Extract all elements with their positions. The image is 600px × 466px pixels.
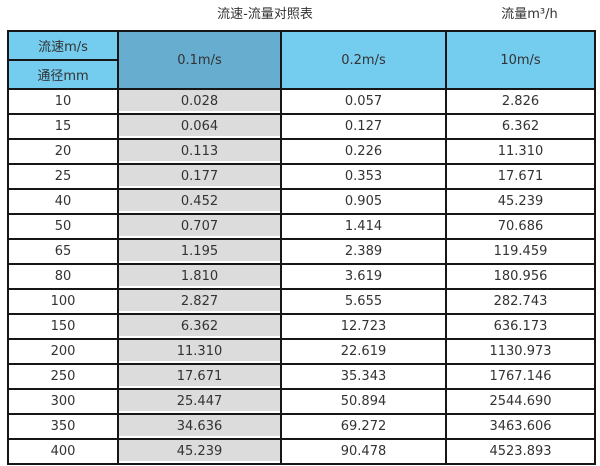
flow-value-cell: 11.310: [117, 338, 282, 365]
flow-value-cell: 119.459: [445, 238, 596, 265]
column-header-0-2ms: 0.2m/s: [280, 30, 447, 90]
diameter-cell: 40: [7, 188, 119, 215]
flow-value-cell: 11.310: [445, 138, 596, 165]
table-row: 10 0.028 0.057 2.826: [7, 88, 596, 115]
diameter-cell: 10: [7, 88, 119, 115]
table-row: 80 1.810 3.619 180.956: [7, 263, 596, 290]
flow-value-cell: 45.239: [445, 188, 596, 215]
unit-title: 流量m³/h: [501, 7, 558, 22]
flow-value-cell: 180.956: [445, 263, 596, 290]
flow-value-cell: 90.478: [280, 438, 447, 465]
flow-value-cell: 1.195: [117, 238, 282, 265]
flow-value-cell: 0.353: [280, 163, 447, 190]
flow-value-cell: 25.447: [117, 388, 282, 415]
flow-value-cell: 4523.893: [445, 438, 596, 465]
flow-value-cell: 0.113: [117, 138, 282, 165]
diameter-cell: 250: [7, 363, 119, 390]
table-row: 65 1.195 2.389 119.459: [7, 238, 596, 265]
flow-value-cell: 0.057: [280, 88, 447, 115]
table-row: 50 0.707 1.414 70.686: [7, 213, 596, 240]
flow-value-cell: 2.827: [117, 288, 282, 315]
column-header-10ms: 10m/s: [445, 30, 596, 90]
flow-value-cell: 50.894: [280, 388, 447, 415]
diameter-cell: 200: [7, 338, 119, 365]
flow-value-cell: 0.905: [280, 188, 447, 215]
table-body: 10 0.028 0.057 2.826 15 0.064 0.127 6.362 20 0.11…: [7, 88, 596, 465]
flow-value-cell: 1130.973: [445, 338, 596, 365]
diameter-cell: 25: [7, 163, 119, 190]
table-row: 200 11.310 22.619 1130.973: [7, 338, 596, 365]
flow-value-cell: 282.743: [445, 288, 596, 315]
flow-value-cell: 2.826: [445, 88, 596, 115]
flow-value-cell: 6.362: [117, 313, 282, 340]
table-row: 300 25.447 50.894 2544.690: [7, 388, 596, 415]
diameter-cell: 50: [7, 213, 119, 240]
table-row: 250 17.671 35.343 1767.146: [7, 363, 596, 390]
flow-value-cell: 0.127: [280, 113, 447, 140]
flow-value-cell: 12.723: [280, 313, 447, 340]
table-row: 350 34.636 69.272 3463.606: [7, 413, 596, 440]
table-row: 150 6.362 12.723 636.173: [7, 313, 596, 340]
corner-diameter-label: 通径mm: [7, 59, 119, 90]
flow-value-cell: 70.686: [445, 213, 596, 240]
diameter-cell: 80: [7, 263, 119, 290]
flow-value-cell: 636.173: [445, 313, 596, 340]
flow-value-cell: 3463.606: [445, 413, 596, 440]
flow-value-cell: 3.619: [280, 263, 447, 290]
flow-value-cell: 0.177: [117, 163, 282, 190]
table-row: 40 0.452 0.905 45.239: [7, 188, 596, 215]
flow-value-cell: 0.028: [117, 88, 282, 115]
flow-value-cell: 69.272: [280, 413, 447, 440]
diameter-cell: 100: [7, 288, 119, 315]
diameter-cell: 350: [7, 413, 119, 440]
diameter-cell: 20: [7, 138, 119, 165]
table-row: 20 0.113 0.226 11.310: [7, 138, 596, 165]
diameter-cell: 65: [7, 238, 119, 265]
flow-value-cell: 45.239: [117, 438, 282, 465]
diameter-cell: 300: [7, 388, 119, 415]
diameter-cell: 400: [7, 438, 119, 465]
flow-value-cell: 1.810: [117, 263, 282, 290]
table-row: 400 45.239 90.478 4523.893: [7, 438, 596, 465]
flow-value-cell: 1.414: [280, 213, 447, 240]
flow-value-cell: 0.707: [117, 213, 282, 240]
flow-value-cell: 0.452: [117, 188, 282, 215]
table-row: 25 0.177 0.353 17.671: [7, 163, 596, 190]
flow-value-cell: 6.362: [445, 113, 596, 140]
flow-value-cell: 1767.146: [445, 363, 596, 390]
diameter-cell: 150: [7, 313, 119, 340]
diameter-cell: 15: [7, 113, 119, 140]
flow-value-cell: 17.671: [117, 363, 282, 390]
flow-value-cell: 0.064: [117, 113, 282, 140]
flow-value-cell: 0.226: [280, 138, 447, 165]
flow-value-cell: 22.619: [280, 338, 447, 365]
flow-value-cell: 2544.690: [445, 388, 596, 415]
flow-value-cell: 34.636: [117, 413, 282, 440]
flow-value-cell: 35.343: [280, 363, 447, 390]
corner-velocity-label: 流速m/s: [7, 30, 119, 61]
table-title: 流速-流量对照表: [217, 7, 313, 22]
flow-value-cell: 17.671: [445, 163, 596, 190]
flow-value-cell: 5.655: [280, 288, 447, 315]
column-header-0-1ms: 0.1m/s: [117, 30, 282, 90]
flow-table: 流速m/s 0.1m/s 0.2m/s 10m/s 通径mm 10 0.028 0.…: [7, 30, 596, 465]
table-row: 15 0.064 0.127 6.362: [7, 113, 596, 140]
table-row: 100 2.827 5.655 282.743: [7, 288, 596, 315]
flow-value-cell: 2.389: [280, 238, 447, 265]
